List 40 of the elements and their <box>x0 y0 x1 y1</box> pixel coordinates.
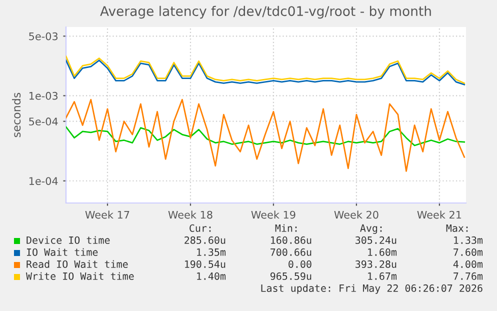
y-tick-label: 1e-04 <box>29 177 58 185</box>
text: Last update: Fri May 22 06:26:07 2026 <box>261 284 482 294</box>
text: 700.66u <box>270 248 312 256</box>
chart-title: Average latency for /dev/tdc01-vg/root - by month <box>100 6 431 19</box>
text: 160.86u <box>271 236 312 244</box>
text: Avg: <box>360 224 382 234</box>
x-tick-label: Week 19 <box>251 210 296 219</box>
line-series <box>66 126 466 146</box>
text: 1.60m <box>368 248 397 256</box>
text: 305.24u <box>356 236 396 244</box>
legend-label: Write IO Wait time <box>26 272 134 280</box>
x-tick-label: Week 20 <box>334 210 378 219</box>
text: 965.59u <box>270 272 312 280</box>
text: 0.00 <box>288 260 312 268</box>
legend-label: Read IO Wait time <box>26 260 128 268</box>
text: 285.60u <box>184 236 226 244</box>
x-tick-label: Week 17 <box>85 210 130 219</box>
legend-label: IO Wait time <box>26 248 98 256</box>
y-axis-title: seconds <box>12 92 21 138</box>
legend-label: Device IO time <box>26 236 110 244</box>
text: 1.40m <box>197 272 226 280</box>
text: 393.28u <box>356 260 396 268</box>
text: 7.60m <box>454 248 483 256</box>
text: 4.00m <box>453 260 483 268</box>
line-series <box>66 98 466 172</box>
text: Min: <box>275 224 297 232</box>
x-tick-label: Week 21 <box>417 210 462 219</box>
text: 7.76m <box>454 272 483 280</box>
text: Max: <box>446 224 468 232</box>
x-tick-label: Week 18 <box>168 210 212 219</box>
line-series <box>66 60 466 86</box>
text: 1.35m <box>197 248 226 256</box>
y-tick-label: 1e-03 <box>29 92 58 100</box>
y-tick-label: 5e-03 <box>29 32 58 40</box>
text: 1.33m <box>454 236 483 244</box>
text: 1.67m <box>368 272 397 280</box>
text: 190.54u <box>185 260 226 268</box>
line-series <box>66 56 466 84</box>
y-tick-label: 5e-04 <box>29 118 58 126</box>
text: Cur: <box>190 224 211 232</box>
